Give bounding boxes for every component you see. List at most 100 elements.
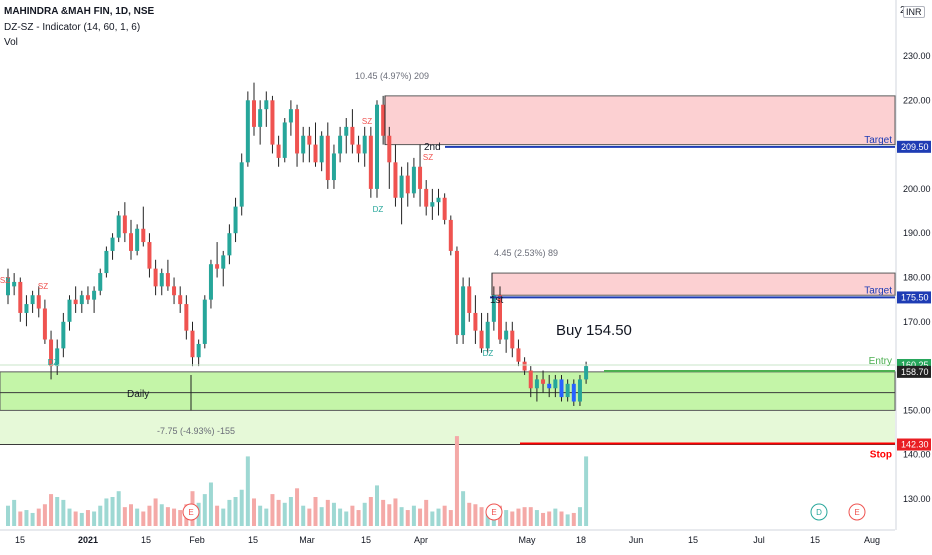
volume-bar (553, 508, 558, 526)
volume-bar (368, 497, 373, 526)
volume-bar (73, 511, 78, 526)
volume-bar (424, 499, 429, 526)
volume-bar (301, 505, 306, 526)
candle-body (61, 321, 66, 349)
volume-bar (49, 494, 54, 526)
candle-body (295, 109, 300, 154)
candle-body (498, 295, 502, 340)
candle-body (159, 273, 164, 287)
candle-body (424, 188, 429, 207)
volume-bar (79, 512, 84, 526)
candle-body (135, 228, 140, 251)
volume-bar (252, 498, 256, 526)
time-tick-label: Mar (299, 535, 315, 545)
volume-bar (36, 508, 41, 526)
volume-legend[interactable]: Vol (4, 37, 18, 48)
candle-body (264, 100, 269, 110)
target-2-tag: 209.50 (901, 142, 929, 152)
target-1-label: Target (864, 285, 892, 296)
candle-body (153, 268, 158, 287)
second-label: 2nd (424, 142, 441, 153)
volume-bar (270, 494, 275, 526)
candle-body (196, 343, 201, 358)
volume-bar (559, 511, 564, 526)
candle-body (245, 100, 250, 163)
volume-bar (565, 514, 570, 526)
time-tick-label: 15 (141, 535, 151, 545)
volume-bar (104, 498, 109, 526)
volume-bar (55, 497, 60, 526)
candle-body (485, 321, 490, 349)
volume-bar (405, 510, 410, 526)
volume-bar (135, 508, 140, 526)
time-tick-label: 15 (810, 535, 820, 545)
volume-bar (411, 505, 416, 526)
volume-bar (584, 456, 589, 526)
volume-bar (98, 505, 103, 526)
volume-bar (172, 508, 177, 526)
candle-body (387, 135, 392, 163)
candle-body (55, 348, 60, 367)
candle-body (233, 206, 238, 234)
candle-body (129, 233, 133, 251)
target-1-tag: 175.50 (901, 292, 929, 302)
zone-top-tag-bg (897, 365, 931, 378)
candle-body (565, 383, 570, 398)
volume-bar (467, 502, 472, 526)
candle-body (479, 330, 484, 349)
candle-body (104, 250, 109, 274)
volume-bar (221, 508, 226, 526)
candle-body (18, 281, 23, 313)
time-tick-label: Jul (753, 535, 765, 545)
candle-body (301, 135, 306, 154)
candle-body (288, 109, 293, 123)
target-1-tag-bg (897, 291, 931, 304)
earnings-event-2-circle (485, 503, 503, 521)
time-tick-label: 15 (361, 535, 371, 545)
demand-zone (0, 371, 896, 411)
candle-body (331, 153, 336, 181)
candle-body (411, 166, 416, 194)
symbol-title: MAHINDRA &MAH FIN, 1D, NSE (4, 6, 155, 17)
volume-bar (18, 511, 23, 526)
candle-body (375, 104, 379, 189)
target-2-tag-bg (897, 140, 931, 153)
candle-body (510, 330, 515, 349)
candle-body (577, 379, 582, 402)
volume-bar (85, 510, 90, 526)
candle-body (67, 299, 72, 322)
candle-body (172, 286, 177, 296)
time-tick-label: 18 (576, 535, 586, 545)
dz-marker: DZ (48, 358, 59, 367)
volume-bar (258, 505, 263, 526)
volume-bar (233, 497, 238, 526)
measure-lower: 4.45 (2.53%) 89 (494, 248, 558, 258)
volume-bar (122, 507, 127, 526)
supply-zone-upper (384, 95, 896, 146)
volume-bar (571, 512, 576, 526)
earnings-event-1-circle (182, 503, 200, 521)
earnings-event-3-circle (848, 503, 866, 521)
indicator-legend[interactable]: DZ-SZ - Indicator (14, 60, 1, 6) (4, 22, 141, 33)
candle-body (516, 348, 521, 362)
candle-body (473, 312, 478, 331)
volume-bar (338, 508, 343, 526)
volume-bar (381, 499, 386, 526)
volume-bar (159, 504, 164, 526)
volume-bar (516, 508, 521, 526)
candle-body (85, 295, 90, 300)
buy-label: Buy 154.50 (556, 322, 632, 339)
candle-body (534, 379, 539, 389)
candle-body (442, 197, 447, 220)
candle-body (141, 228, 146, 243)
candle-body (116, 215, 121, 238)
currency-badge[interactable]: INR (903, 6, 925, 18)
time-tick-label: May (518, 535, 536, 545)
volume-bar (67, 508, 72, 526)
candle-body (325, 135, 330, 181)
candle-body (553, 379, 558, 389)
sz-marker: SZ (0, 276, 10, 285)
volume-bar (479, 507, 484, 526)
